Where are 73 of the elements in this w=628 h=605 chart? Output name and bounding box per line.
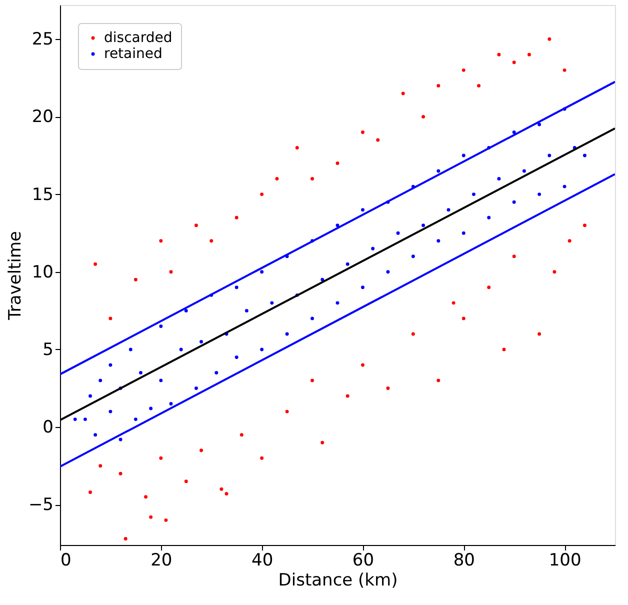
point — [512, 60, 516, 64]
point — [562, 68, 566, 72]
point — [401, 92, 405, 96]
point — [386, 386, 390, 390]
point — [346, 394, 350, 398]
x-axis-title: Distance (km) — [278, 570, 398, 590]
point — [538, 332, 542, 336]
point — [149, 515, 153, 519]
point — [98, 464, 102, 468]
point — [310, 378, 314, 382]
point — [94, 262, 98, 266]
point — [260, 192, 264, 196]
point — [487, 286, 491, 290]
legend-label: retained — [104, 46, 162, 62]
point — [200, 448, 204, 452]
point — [184, 480, 188, 484]
point — [462, 68, 466, 72]
point — [360, 363, 364, 367]
y-tick-label: 5 — [42, 340, 54, 360]
point — [436, 378, 440, 382]
point — [124, 537, 128, 541]
point — [210, 239, 214, 243]
point — [144, 495, 148, 499]
legend-label: discarded — [104, 30, 172, 46]
point — [336, 162, 340, 166]
point — [497, 52, 501, 56]
y-tick-label: 15 — [32, 184, 54, 205]
point — [552, 270, 556, 274]
point — [462, 316, 466, 320]
point — [260, 456, 264, 460]
point — [118, 472, 122, 476]
point — [436, 84, 440, 88]
point — [240, 433, 244, 437]
point — [88, 490, 92, 494]
point — [548, 37, 552, 41]
y-tick-label: 20 — [32, 107, 54, 128]
point — [477, 84, 481, 88]
x-tick-label: 80 — [453, 550, 475, 570]
point — [582, 224, 586, 228]
point — [568, 239, 572, 243]
point — [512, 254, 516, 258]
point — [234, 216, 238, 220]
point — [295, 146, 299, 150]
y-tick-label: 0 — [42, 418, 54, 438]
x-tick-label: 20 — [150, 550, 172, 570]
point — [452, 301, 456, 305]
point — [159, 456, 163, 460]
point — [376, 138, 380, 142]
point — [134, 278, 138, 282]
point — [527, 52, 531, 56]
point — [169, 270, 173, 274]
point — [285, 410, 289, 414]
point — [275, 177, 279, 181]
point — [411, 332, 415, 336]
x-tick-label: 60 — [352, 550, 374, 570]
point — [220, 487, 224, 491]
x-tick-label: 0 — [60, 550, 72, 570]
point — [422, 114, 426, 118]
x-tick-label: 100 — [548, 550, 582, 570]
point — [320, 440, 324, 444]
y-axis-title: Traveltime — [5, 231, 26, 321]
y-tick-label: 10 — [32, 262, 54, 282]
y-tick-label: 25 — [32, 30, 54, 50]
point — [108, 316, 112, 320]
y-tick-label: −5 — [28, 495, 54, 516]
point — [224, 492, 228, 496]
point — [502, 348, 506, 352]
x-tick-label: 40 — [252, 550, 274, 570]
point — [310, 177, 314, 181]
point — [360, 130, 364, 134]
point — [164, 518, 168, 522]
point — [159, 239, 163, 243]
point — [194, 224, 198, 228]
